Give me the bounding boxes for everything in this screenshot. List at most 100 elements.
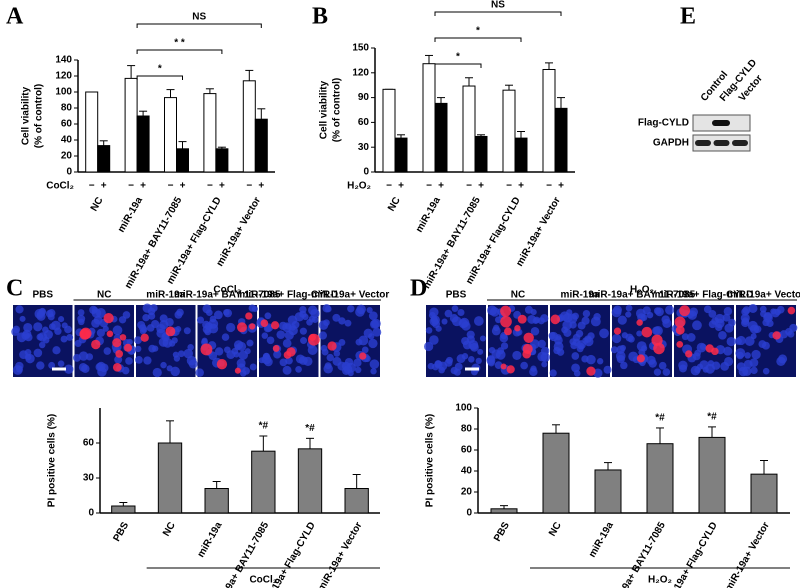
nucleus (201, 337, 208, 344)
nucleus (52, 346, 61, 355)
nucleus (549, 369, 557, 377)
nucleus (61, 322, 68, 329)
nucleus (143, 356, 152, 365)
image-label: PBS (32, 290, 53, 301)
bar (394, 137, 408, 173)
nucleus (134, 336, 142, 345)
nucleus (91, 306, 98, 313)
nucleus (575, 329, 584, 338)
nucleus (177, 350, 185, 358)
bar (242, 80, 256, 173)
y-tick-label: 0 (88, 508, 94, 519)
significance-label: * (456, 52, 460, 63)
y-tick-label: 120 (55, 71, 72, 82)
nucleus (469, 342, 479, 352)
nucleus (662, 368, 671, 376)
nucleus (195, 368, 204, 377)
treatment-sign: − (207, 181, 213, 192)
nucleus (652, 326, 661, 336)
pi-cell (112, 362, 122, 372)
nucleus (571, 352, 580, 360)
y-axis-label: (% of control) (332, 78, 343, 142)
nucleus (473, 316, 484, 326)
bar (514, 137, 528, 173)
nucleus (248, 304, 256, 312)
nucleus (770, 308, 777, 315)
pi-cell (91, 339, 101, 350)
nucleus (582, 309, 591, 318)
image-label: miR-19a+ Vector (727, 290, 800, 301)
nucleus (705, 363, 715, 374)
nucleus (48, 361, 56, 369)
treatment-sign: − (246, 181, 252, 192)
panel-label: D (410, 276, 427, 302)
pi-cell (112, 338, 122, 348)
nucleus (103, 347, 112, 355)
y-axis-label: Cell viability (21, 86, 32, 145)
nucleus (338, 317, 346, 325)
nucleus (612, 333, 622, 344)
nucleus (264, 312, 272, 320)
nucleus (77, 309, 85, 316)
nucleus (323, 364, 333, 374)
nucleus (370, 368, 377, 375)
y-tick-label: 60 (358, 117, 370, 128)
nucleus (213, 310, 223, 320)
x-tick-label: PBS (111, 520, 131, 544)
nucleus (741, 317, 750, 326)
nucleus (91, 318, 101, 328)
panel-label: E (680, 4, 696, 30)
x-tick-label: miR-19a (414, 195, 443, 235)
x-tick-label: miR-19a+ Vector (723, 520, 772, 588)
x-tick-label: miR-19a (116, 195, 145, 235)
nucleus (159, 314, 168, 323)
nucleus (678, 364, 688, 373)
nucleus (744, 352, 751, 359)
x-tick-label: miR-19a+ Vector (215, 195, 264, 268)
nucleus (718, 330, 727, 340)
pi-cell (550, 314, 561, 325)
image-header: H₂O₂ (630, 285, 654, 296)
bar (646, 443, 674, 514)
y-axis-label: PI positive cells (%) (425, 414, 436, 507)
nucleus (173, 355, 181, 362)
bar (462, 85, 476, 173)
nucleus (112, 325, 123, 336)
nucleus (457, 308, 465, 317)
bar (176, 148, 189, 173)
nucleus (171, 337, 178, 344)
nucleus (96, 328, 105, 337)
nucleus (261, 332, 269, 339)
nucleus (344, 357, 354, 367)
nucleus (205, 309, 213, 316)
nucleus (468, 356, 475, 363)
nucleus (646, 355, 656, 365)
nucleus (324, 305, 332, 313)
nucleus (95, 308, 106, 318)
nucleus (66, 333, 74, 341)
nucleus (434, 360, 443, 369)
nucleus (36, 361, 45, 370)
nucleus (571, 312, 579, 320)
nucleus (726, 336, 736, 347)
treatment-sign: + (180, 181, 186, 192)
treatment-sign: + (558, 181, 564, 192)
bar (750, 473, 778, 514)
nucleus (627, 335, 635, 343)
nucleus (135, 356, 143, 364)
nucleus (711, 317, 720, 325)
nucleus (582, 337, 589, 344)
nucleus (491, 349, 501, 359)
pi-cell (772, 331, 781, 340)
nucleus (333, 350, 341, 357)
nucleus (204, 322, 213, 331)
nucleus (722, 313, 731, 322)
nucleus (15, 365, 23, 373)
nucleus (152, 367, 162, 378)
nucleus (586, 354, 596, 365)
treatment-sign: − (386, 181, 392, 192)
nucleus (356, 304, 366, 315)
nucleus (537, 339, 546, 348)
pi-cell (586, 366, 596, 376)
